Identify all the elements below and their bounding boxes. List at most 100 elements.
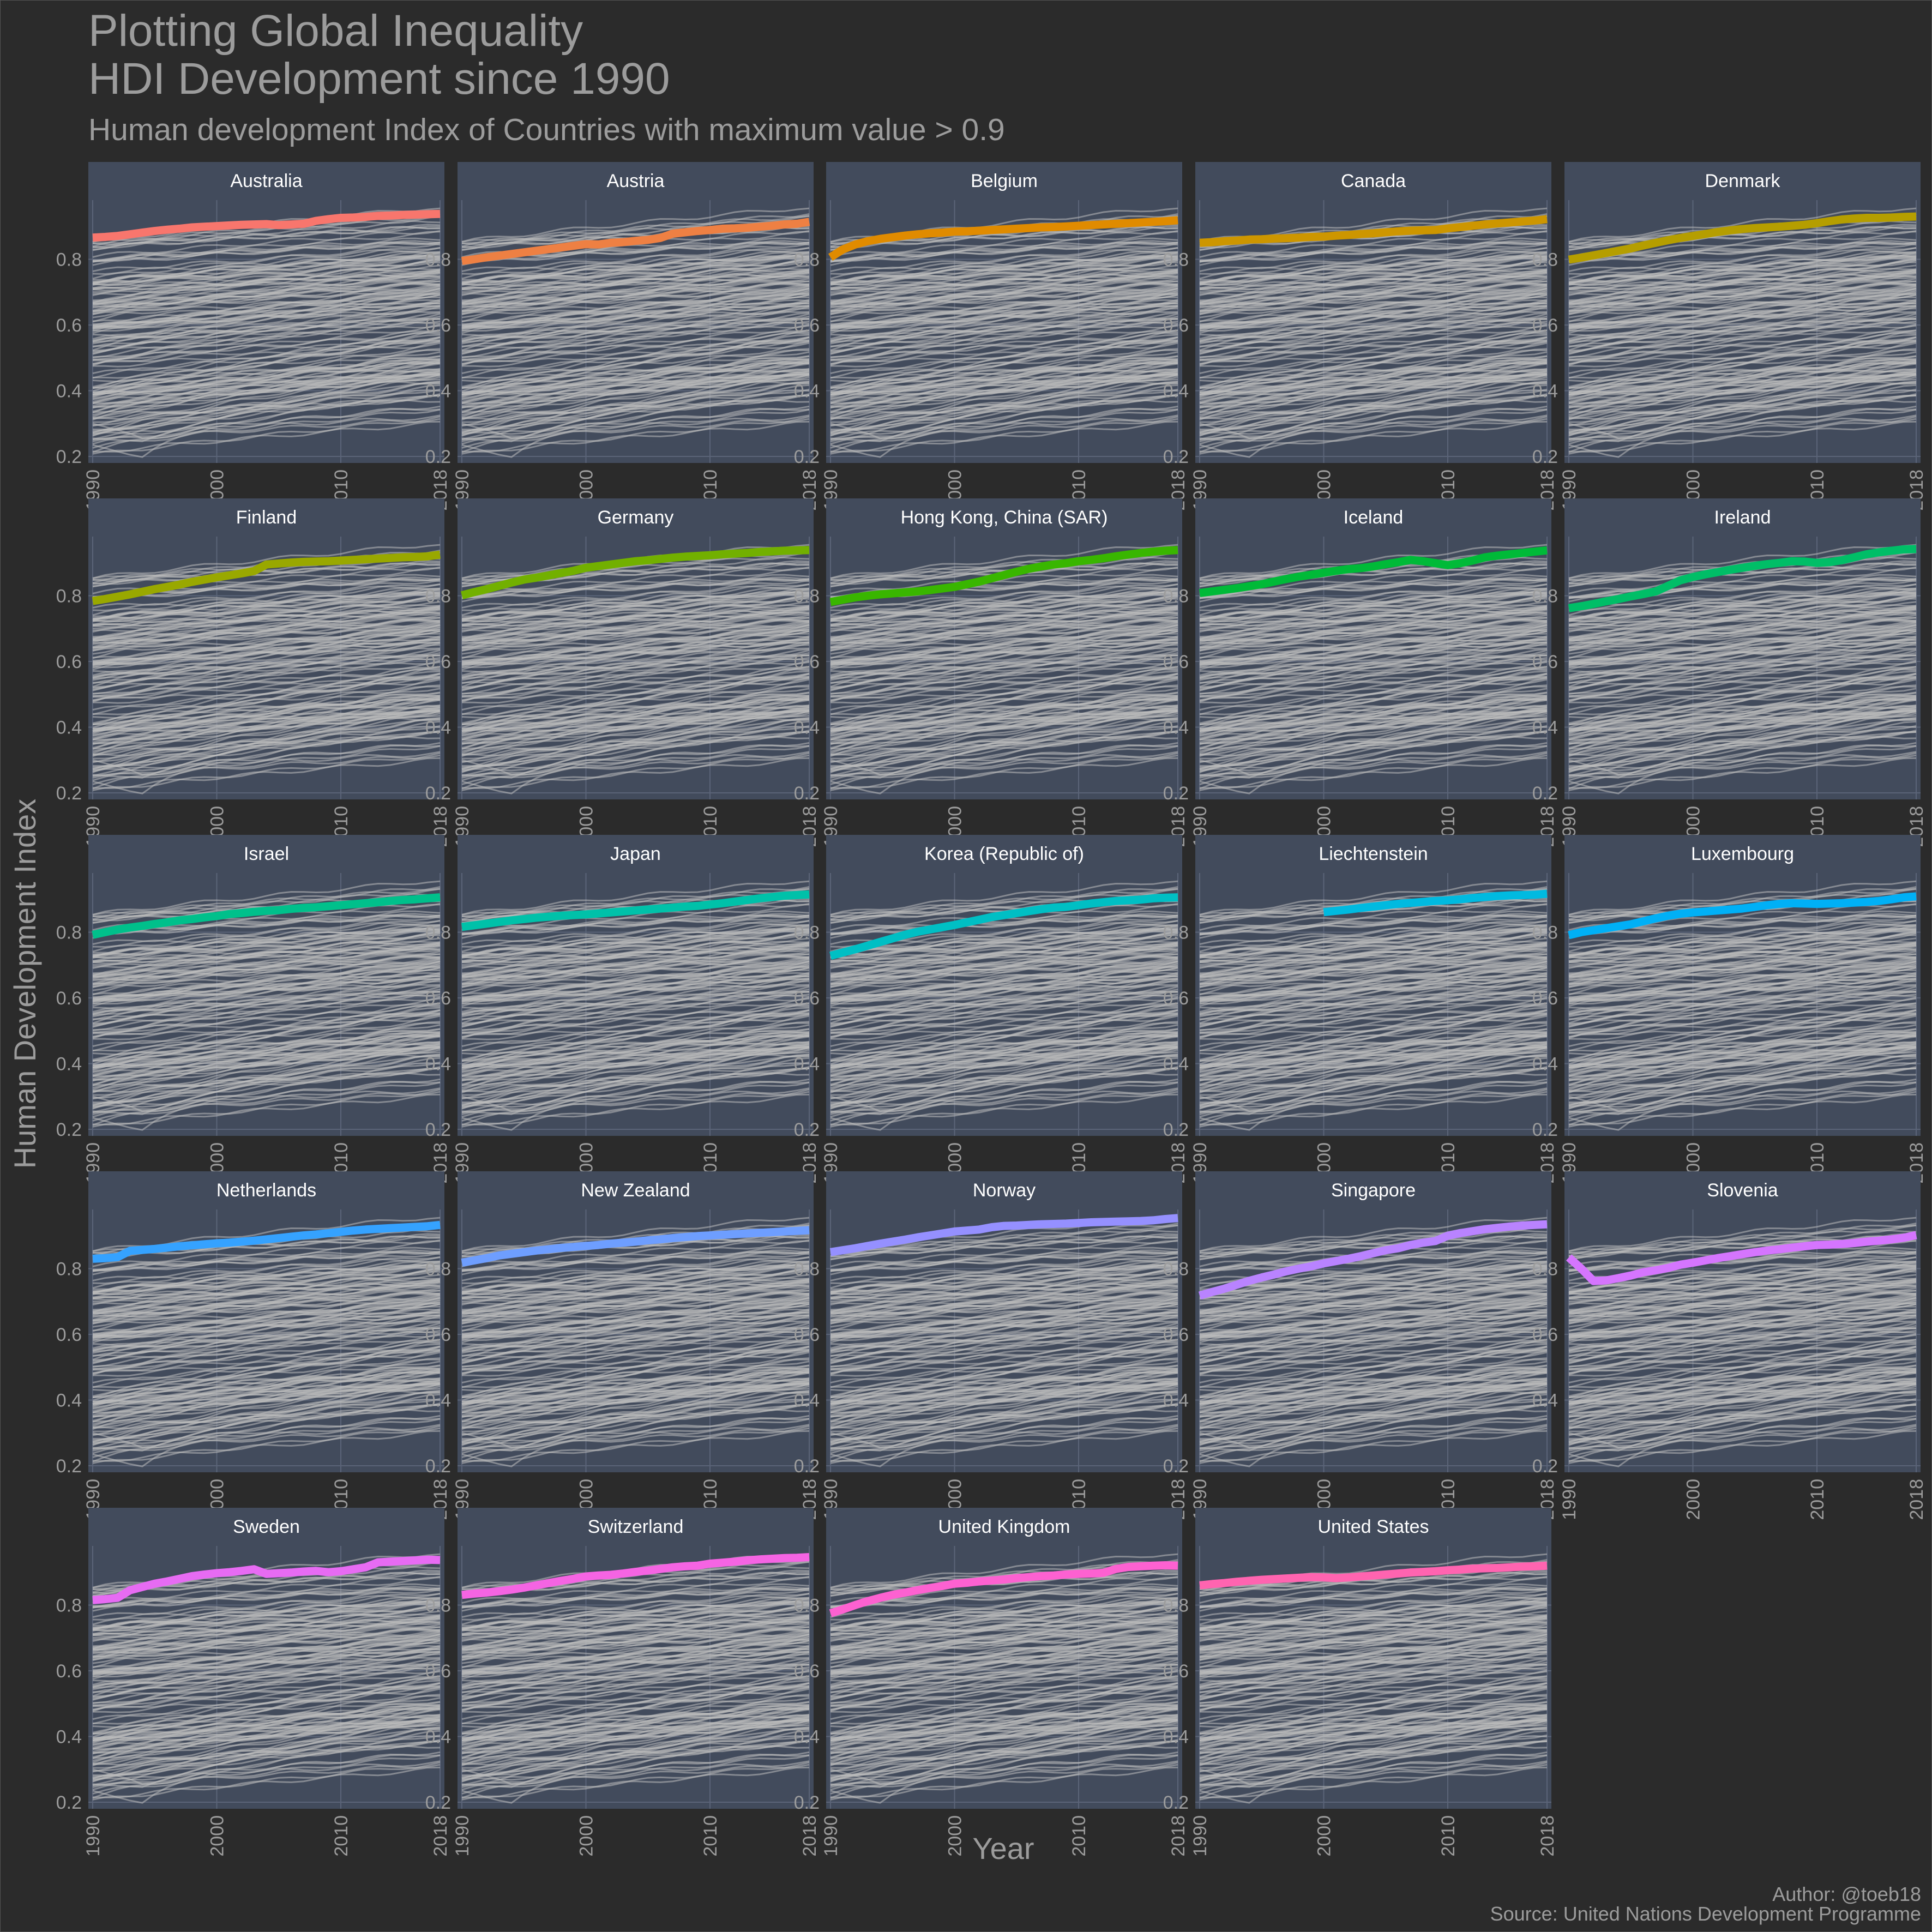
background-country-line [1568, 960, 1917, 1005]
background-country-line [92, 1615, 441, 1636]
background-country-line [461, 1266, 810, 1302]
background-country-lines [1568, 1217, 1917, 1467]
facet-strip [826, 1171, 1182, 1209]
background-country-line [92, 1054, 441, 1108]
background-country-line [461, 1726, 810, 1780]
background-country-line [92, 254, 440, 302]
background-country-line [461, 934, 810, 959]
background-country-line [1199, 1032, 1548, 1061]
background-country-line [461, 1658, 810, 1693]
background-country-line [461, 1045, 810, 1112]
background-country-line [1199, 241, 1548, 266]
background-country-line [1199, 969, 1548, 1001]
background-country-line [1568, 698, 1917, 737]
background-country-line [830, 420, 1178, 453]
series-line [461, 890, 810, 931]
background-country-line [92, 1404, 441, 1467]
background-country-line [1568, 709, 1917, 779]
background-country-line [1199, 1576, 1548, 1608]
background-country-line [830, 698, 1178, 737]
background-country-line [1199, 965, 1548, 1024]
background-country-line [830, 1256, 1178, 1295]
background-country-lines [92, 880, 441, 1131]
background-country-line [92, 955, 441, 978]
background-country-line [1568, 1369, 1917, 1397]
background-country-line [1568, 996, 1917, 1038]
background-country-line [830, 323, 1178, 365]
y-tick-label: 0.2 [425, 447, 451, 467]
background-country-line [1568, 888, 1917, 920]
background-country-line [1199, 1067, 1548, 1131]
background-country-line [830, 299, 1178, 328]
background-country-line [461, 368, 810, 420]
y-tick-label: 0.2 [56, 447, 82, 467]
facet-strip [1564, 835, 1921, 873]
background-country-line [1199, 579, 1548, 616]
background-country-line [830, 606, 1178, 633]
background-country-line [92, 1380, 441, 1403]
background-country-line [830, 965, 1178, 1024]
background-country-line [1568, 985, 1917, 1020]
background-country-line [1568, 323, 1917, 365]
background-country-line [92, 381, 441, 435]
background-country-line [461, 929, 810, 958]
background-country-line [1568, 731, 1917, 795]
background-country-line [461, 1418, 810, 1458]
background-country-line [92, 929, 441, 966]
background-country-line [1568, 1279, 1917, 1306]
background-country-line [1568, 378, 1917, 434]
background-country-line [92, 1382, 441, 1452]
background-country-lines [830, 207, 1178, 458]
background-country-line [1199, 269, 1548, 297]
background-country-line [1568, 591, 1916, 638]
background-country-line [1199, 230, 1548, 258]
background-country-line [92, 593, 441, 621]
series-line [92, 209, 441, 242]
background-country-line [1568, 916, 1917, 953]
background-country-line [830, 1252, 1178, 1289]
background-country-line [461, 1575, 810, 1604]
background-country-line [461, 904, 810, 935]
y-tick-label: 0.8 [56, 249, 82, 270]
background-country-line [461, 658, 810, 695]
background-country-line [1199, 1377, 1548, 1429]
y-tick-label: 0.2 [1532, 447, 1558, 467]
background-country-line [92, 1305, 441, 1337]
background-country-line [830, 1576, 1178, 1608]
background-country-line [1568, 1054, 1917, 1108]
background-country-line [92, 1088, 441, 1128]
x-tick-label: 1990 [821, 1815, 841, 1857]
background-country-line [1199, 562, 1548, 588]
background-country-line [461, 322, 810, 358]
x-tick-label: 2018 [1168, 1815, 1189, 1857]
background-country-line [1199, 1572, 1548, 1597]
background-country-line [1199, 1263, 1547, 1311]
background-country-line [92, 1252, 441, 1289]
background-country-line [461, 1034, 810, 1069]
y-tick-label: 0.4 [56, 1054, 82, 1074]
background-country-line [461, 567, 810, 598]
background-country-line [830, 914, 1178, 939]
background-country-line [92, 1005, 441, 1034]
background-country-line [461, 296, 810, 328]
background-country-line [1199, 1279, 1548, 1306]
facet-strip-label: Austria [607, 171, 665, 191]
background-country-line [92, 372, 441, 440]
background-country-line [830, 1718, 1178, 1785]
background-country-line [830, 1382, 1178, 1449]
background-country-line [1199, 669, 1548, 698]
y-tick-label: 0.4 [794, 381, 820, 401]
background-country-line [1199, 1404, 1548, 1467]
background-country-line [1199, 1430, 1548, 1462]
background-country-line [830, 256, 1178, 285]
background-country-line [92, 544, 441, 579]
background-country-line [461, 577, 810, 603]
background-country-line [1199, 593, 1548, 629]
background-country-line [830, 269, 1178, 291]
background-country-line [461, 1078, 810, 1118]
background-country-line [830, 1032, 1178, 1061]
background-country-line [92, 1051, 441, 1106]
background-country-line [1568, 256, 1917, 285]
